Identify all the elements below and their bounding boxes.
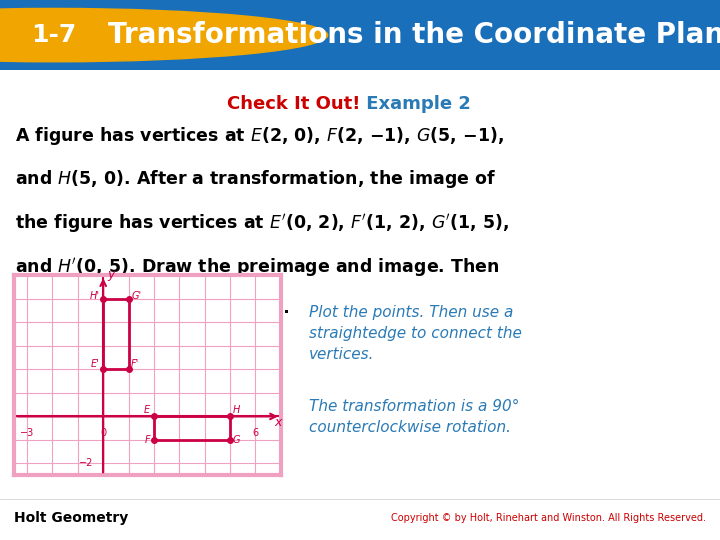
Text: Example 2: Example 2: [360, 95, 471, 113]
Text: The transformation is a 90°
counterclockwise rotation.: The transformation is a 90° counterclock…: [309, 399, 519, 435]
Text: Check It Out!: Check It Out!: [227, 95, 360, 113]
Text: F: F: [145, 435, 150, 445]
Text: Copyright © by Holt, Rinehart and Winston. All Rights Reserved.: Copyright © by Holt, Rinehart and Winsto…: [391, 514, 706, 523]
Text: H': H': [89, 291, 99, 301]
Text: A figure has vertices at $\mathit{E}$(2, 0), $\mathit{F}$(2, −1), $\mathit{G}$(5: A figure has vertices at $\mathit{E}$(2,…: [15, 125, 504, 147]
Circle shape: [0, 9, 328, 62]
Text: G: G: [233, 435, 240, 445]
Text: Plot the points. Then use a
straightedge to connect the
vertices.: Plot the points. Then use a straightedge…: [309, 306, 522, 362]
Text: −2: −2: [78, 458, 93, 468]
Text: 0: 0: [100, 428, 107, 438]
Text: identify the transformation.: identify the transformation.: [15, 299, 289, 318]
Text: Transformations in the Coordinate Plane: Transformations in the Coordinate Plane: [108, 21, 720, 49]
Text: F': F': [131, 359, 140, 369]
Text: 6: 6: [253, 428, 258, 438]
Text: and $\mathit{H}$(5, 0). After a transformation, the image of: and $\mathit{H}$(5, 0). After a transfor…: [15, 168, 496, 191]
Text: H: H: [233, 405, 240, 415]
Text: Holt Geometry: Holt Geometry: [14, 511, 129, 525]
Text: the figure has vertices at $\mathit{E'}$(0, 2), $\mathit{F'}$(1, 2), $\mathit{G': the figure has vertices at $\mathit{E'}$…: [15, 212, 509, 235]
Text: E': E': [91, 359, 99, 369]
Text: y: y: [107, 268, 114, 281]
Text: E: E: [144, 405, 150, 415]
Text: −3: −3: [20, 428, 35, 438]
Text: G': G': [131, 291, 141, 301]
Text: and $\mathit{H'}$(0, 5). Draw the preimage and image. Then: and $\mathit{H'}$(0, 5). Draw the preima…: [15, 256, 500, 279]
Text: 1-7: 1-7: [32, 23, 76, 47]
Text: x: x: [274, 416, 282, 429]
